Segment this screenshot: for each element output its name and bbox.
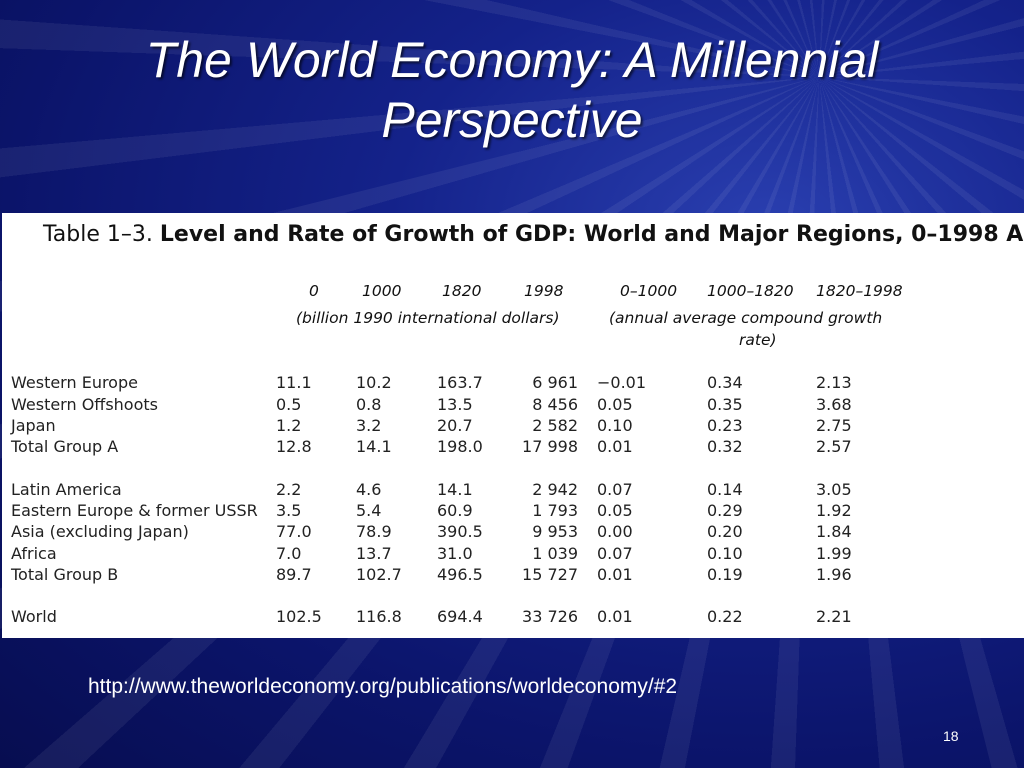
- gdp-table: [2, 213, 1024, 638]
- table-cell: 2.2: [276, 480, 302, 499]
- row-label: Western Offshoots: [11, 395, 158, 414]
- table-cell: 2.75: [816, 416, 852, 435]
- table-cell: 163.7: [437, 373, 483, 392]
- table-cell: 0.8: [356, 395, 382, 414]
- table-cell: 14.1: [437, 480, 473, 499]
- table-cell: 7.0: [276, 544, 302, 563]
- table-cell: 0.01: [597, 607, 633, 626]
- table-cell: 0.10: [597, 416, 633, 435]
- table-cell: 31.0: [437, 544, 473, 563]
- unit-rate-label-line2: rate): [739, 331, 777, 349]
- table-cell: 0.19: [707, 565, 743, 584]
- table-cell: 1.2: [276, 416, 302, 435]
- table-cell: 0.07: [597, 544, 633, 563]
- slide-title-line1: The World Economy: A Millennial: [145, 32, 879, 88]
- table-cell: 1.92: [816, 501, 852, 520]
- row-label: Africa: [11, 544, 57, 563]
- table-cell: 102.7: [356, 565, 402, 584]
- table-cell: 1.99: [816, 544, 852, 563]
- table-cell: 13.7: [356, 544, 392, 563]
- row-label: Japan: [11, 416, 56, 435]
- table-cell: 496.5: [437, 565, 483, 584]
- table-cell: 17 998: [522, 437, 578, 456]
- table-cell: 0.00: [597, 522, 633, 541]
- table-cell: 1 039: [532, 544, 578, 563]
- slide-title: The World Economy: A Millennial Perspect…: [0, 30, 1024, 150]
- row-label: Total Group A: [11, 437, 119, 456]
- table-cell: 0.14: [707, 480, 743, 499]
- unit-level-label: (billion 1990 international dollars): [296, 309, 560, 327]
- table-cell: 0.01: [597, 437, 633, 456]
- table-cell: 1.96: [816, 565, 852, 584]
- table-cell: 694.4: [437, 607, 483, 626]
- col-header-1820: 1820: [442, 282, 482, 300]
- row-label: World: [11, 607, 57, 626]
- col-header-1000: 1000: [362, 282, 402, 300]
- row-label: Latin America: [11, 480, 122, 499]
- table-cell: 2.13: [816, 373, 852, 392]
- table-cell: 0.35: [707, 395, 743, 414]
- table-cell: 77.0: [276, 522, 312, 541]
- table-cell: 60.9: [437, 501, 473, 520]
- table-cell: 10.2: [356, 373, 392, 392]
- table-cell: 0.01: [597, 565, 633, 584]
- col-header-1820-1998: 1820–1998: [816, 282, 903, 300]
- table-cell: 0.29: [707, 501, 743, 520]
- table-cell: 15 727: [522, 565, 578, 584]
- table-cell: 12.8: [276, 437, 312, 456]
- col-header-0: 0: [309, 282, 319, 300]
- table-cell: 20.7: [437, 416, 473, 435]
- table-cell: 0.34: [707, 373, 743, 392]
- table-caption-title: Level and Rate of Growth of GDP: World a…: [159, 222, 1024, 247]
- col-header-1000-1820: 1000–1820: [707, 282, 794, 300]
- table-cell: 0.20: [707, 522, 743, 541]
- table-cell: 198.0: [437, 437, 483, 456]
- table-cell: 5.4: [356, 501, 382, 520]
- table-cell: 78.9: [356, 522, 392, 541]
- table-cell: 3.2: [356, 416, 382, 435]
- row-label: Western Europe: [11, 373, 138, 392]
- table-cell: 0.07: [597, 480, 633, 499]
- table-cell: 6 961: [532, 373, 578, 392]
- table-cell: 4.6: [356, 480, 382, 499]
- row-label: Total Group B: [11, 565, 119, 584]
- table-cell: 3.5: [276, 501, 302, 520]
- table-caption: Table 1–3. Level and Rate of Growth of G…: [43, 222, 1024, 247]
- table-cell: 0.23: [707, 416, 743, 435]
- row-label: Eastern Europe & former USSR: [11, 501, 258, 520]
- table-cell: 116.8: [356, 607, 402, 626]
- table-cell: 8 456: [532, 395, 578, 414]
- table-cell: 0.05: [597, 501, 633, 520]
- table-cell: 3.68: [816, 395, 852, 414]
- slide-number: 18: [943, 728, 959, 744]
- table-cell: 0.22: [707, 607, 743, 626]
- source-url[interactable]: http://www.theworldeconomy.org/publicati…: [88, 675, 678, 698]
- col-header-0-1000: 0–1000: [620, 282, 678, 300]
- table-cell: 0.32: [707, 437, 743, 456]
- table-cell: 14.1: [356, 437, 392, 456]
- table-cell: 102.5: [276, 607, 322, 626]
- table-cell: 1 793: [532, 501, 578, 520]
- table-caption-prefix: Table 1–3.: [43, 222, 153, 247]
- table-cell: 89.7: [276, 565, 312, 584]
- table-cell: −0.01: [597, 373, 647, 392]
- table-cell: 11.1: [276, 373, 312, 392]
- table-cell: 9 953: [532, 522, 578, 541]
- table-cell: 2.21: [816, 607, 852, 626]
- table-cell: 390.5: [437, 522, 483, 541]
- table-cell: 2.57: [816, 437, 852, 456]
- unit-rate-label-line1: (annual average compound growth: [609, 309, 883, 327]
- row-label: Asia (excluding Japan): [11, 522, 189, 541]
- table-cell: 0.05: [597, 395, 633, 414]
- table-cell: 0.5: [276, 395, 302, 414]
- table-cell: 0.10: [707, 544, 743, 563]
- table-cell: 1.84: [816, 522, 852, 541]
- table-cell: 2 942: [532, 480, 578, 499]
- table-cell: 3.05: [816, 480, 852, 499]
- col-header-1998: 1998: [524, 282, 564, 300]
- table-cell: 33 726: [522, 607, 578, 626]
- table-cell: 13.5: [437, 395, 473, 414]
- slide-title-line2: Perspective: [381, 92, 643, 148]
- table-cell: 2 582: [532, 416, 578, 435]
